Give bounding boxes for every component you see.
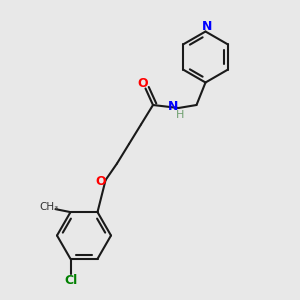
- Text: O: O: [95, 175, 106, 188]
- Text: CH₃: CH₃: [39, 202, 58, 212]
- Text: N: N: [168, 100, 178, 113]
- Text: O: O: [137, 76, 148, 90]
- Text: N: N: [202, 20, 212, 34]
- Text: Cl: Cl: [64, 274, 77, 287]
- Text: H: H: [176, 110, 184, 120]
